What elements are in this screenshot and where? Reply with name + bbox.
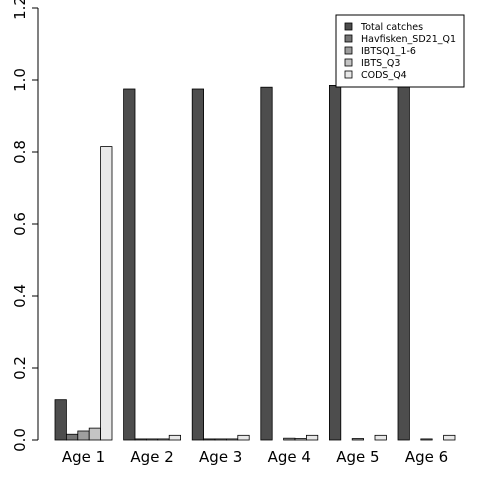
bar-group-age-2	[123, 88, 181, 441]
bar-cods-q4-age-5	[374, 434, 387, 441]
y-tick-label: 0.8	[11, 140, 29, 164]
bar-ibts-q3-age-1	[88, 427, 101, 441]
y-tick-label: 0.6	[11, 212, 29, 236]
legend-label: Total catches	[360, 22, 423, 33]
x-category-label: Age 3	[199, 448, 242, 466]
bar-total-catches-age-5	[328, 85, 342, 441]
y-axis: 0.0 0.2 0.4 0.6 0.8 1.0 1.2	[11, 0, 39, 452]
bar-ibtsq1-1-6-age-3	[214, 438, 227, 441]
bar-total-catches-age-3	[191, 88, 204, 441]
bar-cods-q4-age-3	[237, 434, 250, 441]
bar-havfisken-sd21-q1-age-1	[66, 433, 79, 441]
legend-label: IBTS_Q3	[361, 58, 400, 69]
legend-swatch	[344, 70, 353, 79]
bar-ibtsq1-1-6-age-5	[351, 438, 365, 441]
legend-swatch	[344, 34, 353, 43]
legend-label: CODS_Q4	[361, 70, 407, 81]
x-category-label: Age 5	[336, 448, 379, 466]
bar-group-age-6	[397, 83, 456, 441]
y-tick-label: 1.2	[11, 0, 29, 20]
bar-total-catches-age-4	[260, 86, 273, 441]
legend-swatch	[344, 46, 353, 55]
y-tick-label: 1.0	[11, 68, 29, 92]
bar-ibts-q3-age-3	[225, 438, 239, 441]
bar-cods-q4-age-2	[168, 434, 181, 441]
bar-havfisken-sd21-q1-age-2	[134, 438, 147, 441]
bar-group-age-3	[191, 88, 250, 441]
bar-ibtsq1-1-6-age-1	[77, 430, 90, 441]
bar-ibts-q3-age-4	[294, 438, 307, 441]
legend-box	[335, 14, 465, 88]
bar-total-catches-age-1	[54, 399, 67, 441]
legend-label: IBTSQ1_1-6	[361, 46, 416, 57]
bar-cods-q4-age-1	[100, 146, 113, 441]
bars	[54, 83, 456, 441]
x-category-label: Age 2	[130, 448, 173, 466]
legend: Total catchesHavfisken_SD21_Q1IBTSQ1_1-6…	[335, 14, 465, 88]
legend-swatch	[344, 22, 353, 31]
bar-ibtsq1-1-6-age-6	[420, 438, 433, 441]
y-tick-label: 0.4	[11, 284, 29, 308]
y-tick-label: 0.2	[11, 356, 29, 380]
bar-group-age-1	[54, 146, 113, 441]
bar-ibts-q3-age-2	[157, 438, 170, 441]
legend-label: Havfisken_SD21_Q1	[361, 34, 456, 45]
legend-swatch	[344, 58, 353, 67]
x-category-label: Age 1	[62, 448, 105, 466]
bar-group-age-4	[260, 86, 319, 441]
bar-group-age-5	[328, 85, 387, 441]
bar-havfisken-sd21-q1-age-3	[203, 438, 216, 441]
bar-total-catches-age-2	[123, 88, 136, 441]
bar-cods-q4-age-6	[443, 434, 456, 441]
bar-ibtsq1-1-6-age-2	[145, 438, 159, 441]
x-category-label: Age 6	[405, 448, 448, 466]
x-axis-labels: Age 1 Age 2 Age 3 Age 4 Age 5 Age 6	[62, 448, 448, 466]
x-category-label: Age 4	[268, 448, 311, 466]
bar-cods-q4-age-4	[305, 434, 319, 441]
bar-total-catches-age-6	[397, 83, 410, 441]
y-tick-label: 0.0	[11, 428, 29, 452]
bar-ibtsq1-1-6-age-4	[283, 437, 296, 441]
